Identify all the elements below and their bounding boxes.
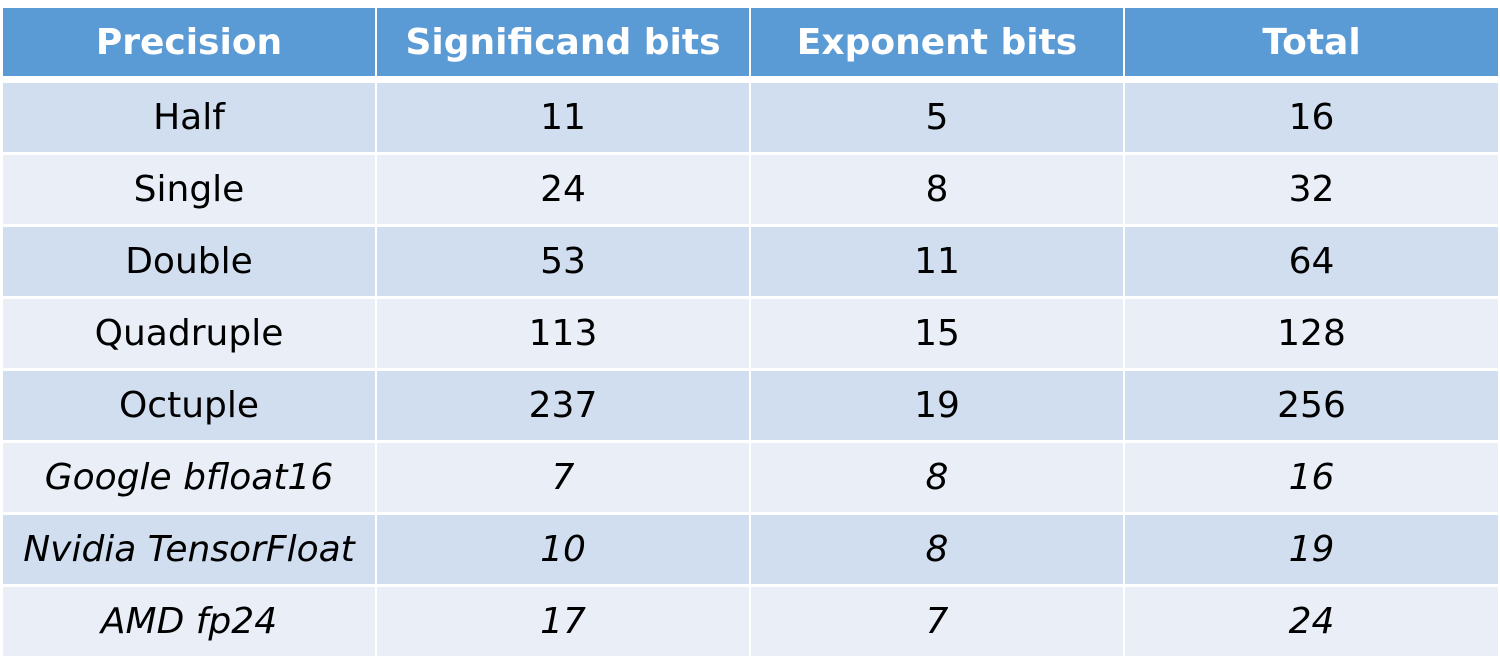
header-total: Total [1125,8,1498,76]
row-single-exponent: 8 [751,155,1123,224]
row-quadruple-significand: 113 [377,299,749,368]
row-double-significand: 53 [377,227,749,296]
row-single-total: 32 [1125,155,1498,224]
precision-table: Precision Significand bits Exponent bits… [3,8,1498,656]
row-quadruple-exponent: 15 [751,299,1123,368]
row-quadruple-precision: Quadruple [3,299,375,368]
row-double-total: 64 [1125,227,1498,296]
row-double-precision: Double [3,227,375,296]
row-half-precision: Half [3,83,375,152]
row-single-precision: Single [3,155,375,224]
row-bfloat16-precision: Google bfloat16 [3,443,375,512]
row-bfloat16-exponent: 8 [751,443,1123,512]
header-exponent-bits: Exponent bits [751,8,1123,76]
row-tensorfloat-significand: 10 [377,515,749,584]
row-quadruple-total: 128 [1125,299,1498,368]
row-half-total: 16 [1125,83,1498,152]
row-octuple-exponent: 19 [751,371,1123,440]
row-fp24-significand: 17 [377,587,749,656]
row-tensorfloat-exponent: 8 [751,515,1123,584]
row-single-significand: 24 [377,155,749,224]
row-fp24-exponent: 7 [751,587,1123,656]
row-half-significand: 11 [377,83,749,152]
row-half-exponent: 5 [751,83,1123,152]
header-significand-bits: Significand bits [377,8,749,76]
row-bfloat16-total: 16 [1125,443,1498,512]
row-fp24-total: 24 [1125,587,1498,656]
row-octuple-significand: 237 [377,371,749,440]
header-precision: Precision [3,8,375,76]
row-octuple-precision: Octuple [3,371,375,440]
row-octuple-total: 256 [1125,371,1498,440]
row-tensorfloat-precision: Nvidia TensorFloat [3,515,375,584]
row-bfloat16-significand: 7 [377,443,749,512]
row-double-exponent: 11 [751,227,1123,296]
row-tensorfloat-total: 19 [1125,515,1498,584]
row-fp24-precision: AMD fp24 [3,587,375,656]
